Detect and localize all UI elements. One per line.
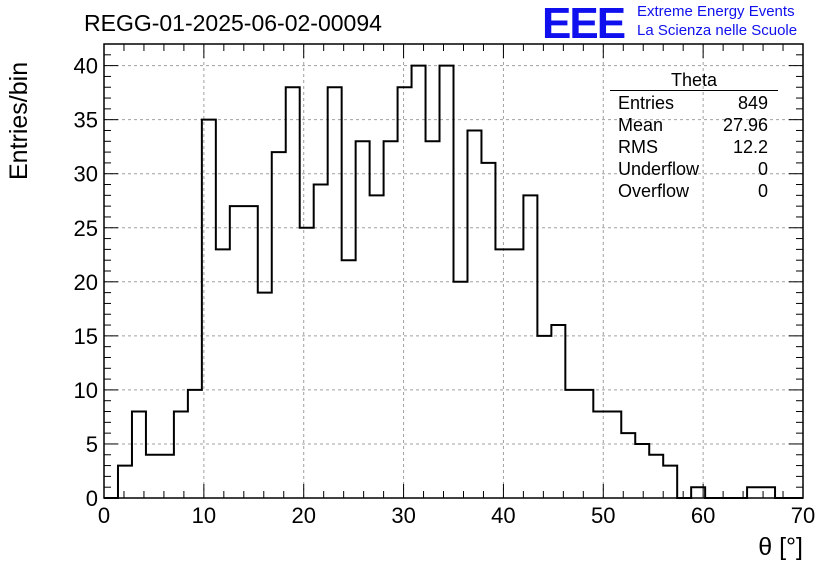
stats-row-underflow: Underflow 0 — [618, 159, 768, 179]
stats-row-overflow: Overflow 0 — [618, 181, 768, 201]
stats-row-entries: Entries 849 — [618, 93, 768, 113]
y-tick-label: 35 — [74, 108, 98, 133]
logo-line-1: Extreme Energy Events — [637, 3, 795, 20]
plot-frame — [103, 43, 804, 499]
y-tick-label: 0 — [86, 486, 98, 511]
y-tick-label: 10 — [74, 378, 98, 403]
logo-caption: Extreme Energy Events La Scienza nelle S… — [637, 2, 797, 40]
y-tick-label: 20 — [74, 270, 98, 295]
x-tick-label: 20 — [291, 503, 315, 528]
stats-box: Theta Entries 849 Mean 27.96 RMS 12.2 Under… — [610, 70, 778, 202]
y-tick-label: 30 — [74, 162, 98, 187]
stats-row-mean: Mean 27.96 — [618, 115, 768, 135]
chart-title: REGG-01-2025-06-02-00094 — [84, 10, 382, 36]
x-tick-label: 60 — [691, 503, 715, 528]
y-tick-label: 25 — [74, 216, 98, 241]
eee-logo: EEE — [542, 0, 626, 48]
y-tick-label: 15 — [74, 324, 98, 349]
x-tick-label: 10 — [192, 503, 216, 528]
histogram-line — [104, 64, 803, 499]
stats-title: Theta — [610, 70, 778, 91]
x-tick-label: 0 — [98, 503, 110, 528]
y-tick-label: 5 — [86, 432, 98, 457]
y-tick-label: 40 — [74, 54, 98, 79]
x-axis-label: θ [°] — [758, 533, 803, 561]
x-tick-label: 50 — [591, 503, 615, 528]
stats-row-rms: RMS 12.2 — [618, 137, 768, 157]
x-tick-label: 40 — [491, 503, 515, 528]
logo-line-2: La Scienza nelle Scuole — [637, 22, 798, 39]
x-tick-label: 30 — [391, 503, 415, 528]
x-tick-label: 70 — [791, 503, 815, 528]
